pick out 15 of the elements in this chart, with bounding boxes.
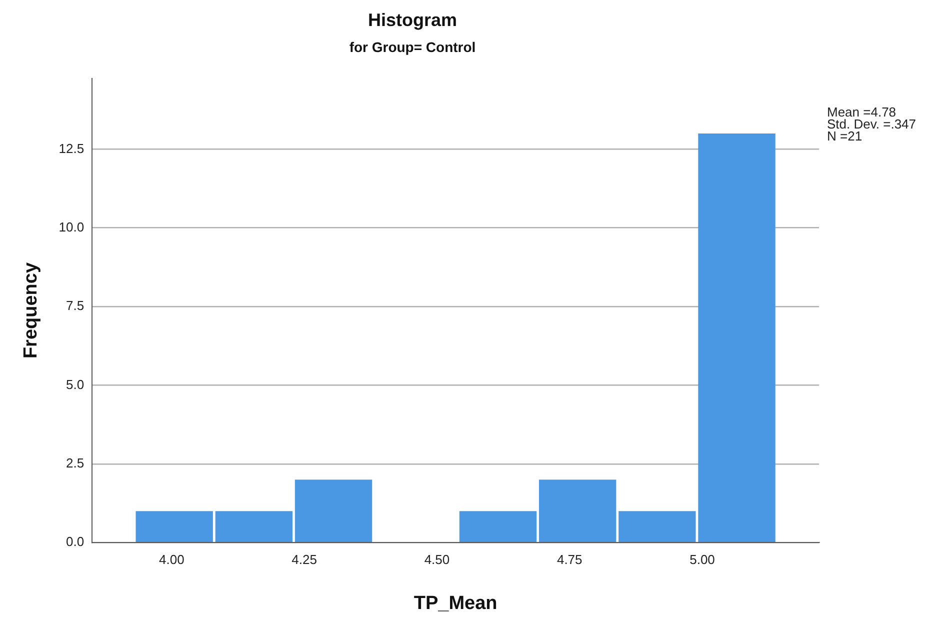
x-tick-label: 5.00: [690, 552, 715, 567]
y-tick-label: 10.0: [58, 219, 84, 234]
y-tick-label: 0.0: [66, 534, 84, 550]
x-axis-title: TP_Mean: [414, 592, 498, 614]
y-tick-label: 7.5: [66, 298, 84, 314]
x-tick-label: 4.75: [556, 552, 582, 567]
chart-title: Histogram: [368, 10, 458, 30]
x-tick-label: 4.00: [159, 552, 184, 567]
chart-subtitle: for Group= Control: [349, 38, 476, 55]
y-tick-label: 5.0: [66, 376, 84, 392]
y-axis-title: Frequency: [20, 262, 42, 359]
x-tick-label: 4.50: [424, 552, 450, 567]
y-tick-label: 12.5: [58, 140, 84, 156]
y-tick-label: 2.5: [66, 456, 84, 470]
x-tick-label: 4.25: [292, 552, 317, 567]
